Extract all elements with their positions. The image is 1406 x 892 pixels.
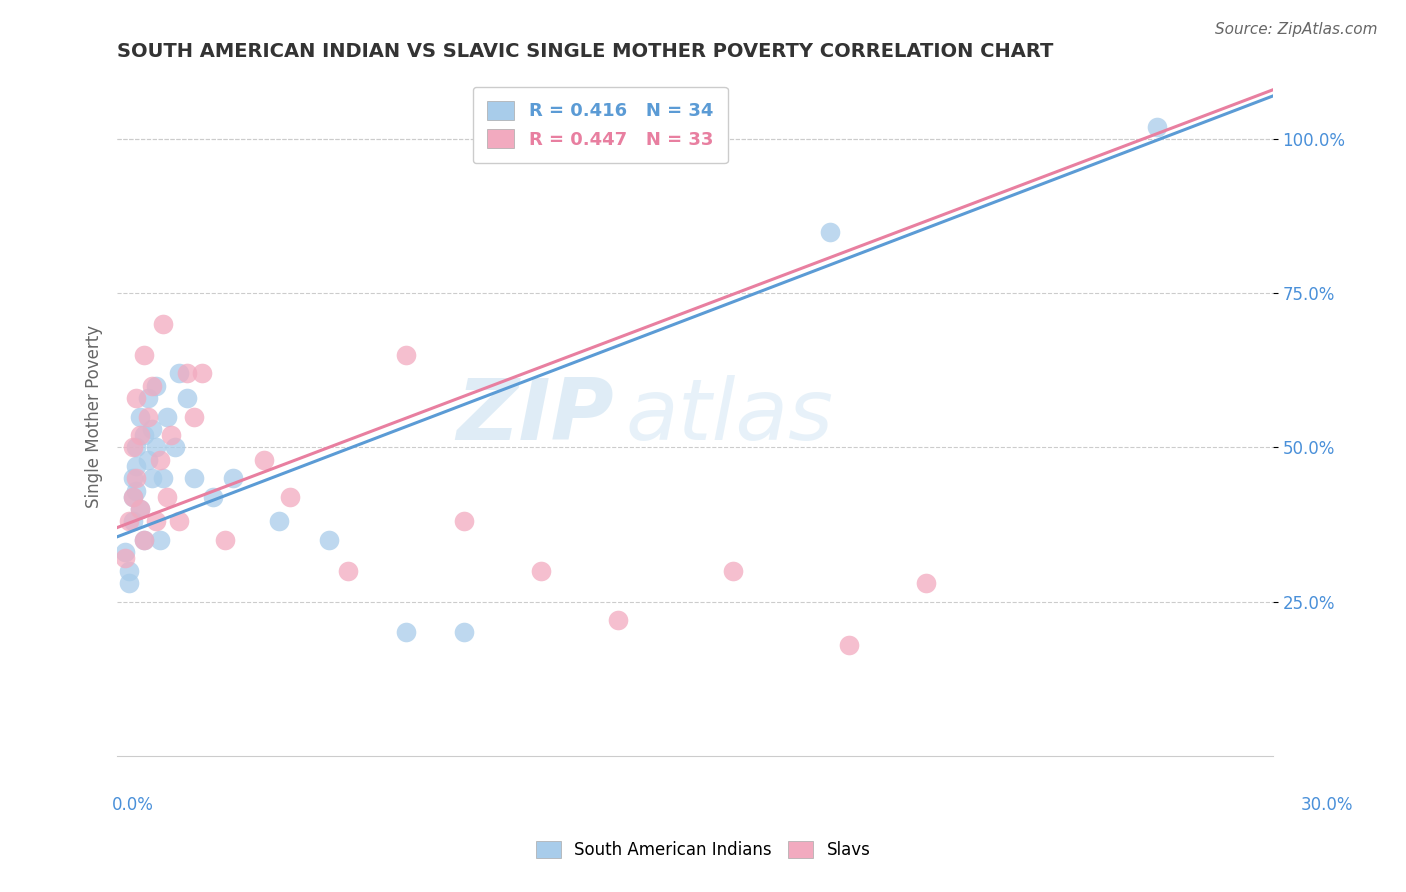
Point [818, 225, 841, 239]
Point [125, 458, 148, 473]
Point [267, 515, 290, 529]
Point [191, 367, 214, 381]
Point [121, 515, 143, 529]
Point [222, 471, 245, 485]
Point [136, 391, 159, 405]
Text: 30.0%: 30.0% [1301, 796, 1354, 814]
Point [183, 471, 205, 485]
Point [118, 515, 141, 529]
Point [152, 317, 174, 331]
Point [145, 515, 167, 529]
Text: Source: ZipAtlas.com: Source: ZipAtlas.com [1215, 22, 1378, 37]
Point [141, 378, 163, 392]
Point [125, 391, 148, 405]
Text: 0.0%: 0.0% [111, 796, 153, 814]
Point [141, 471, 163, 485]
Point [167, 515, 190, 529]
Point [202, 490, 225, 504]
Point [453, 625, 475, 640]
Point [129, 502, 152, 516]
Point [129, 502, 152, 516]
Point [723, 564, 745, 578]
Point [118, 576, 141, 591]
Point [838, 638, 860, 652]
Text: ZIP: ZIP [457, 376, 614, 458]
Point [121, 441, 143, 455]
Point [530, 564, 553, 578]
Point [160, 428, 183, 442]
Point [183, 409, 205, 424]
Point [114, 545, 136, 559]
Legend: R = 0.416   N = 34, R = 0.447   N = 33: R = 0.416 N = 34, R = 0.447 N = 33 [472, 87, 728, 163]
Point [145, 441, 167, 455]
Point [156, 409, 179, 424]
Text: atlas: atlas [626, 376, 834, 458]
Point [145, 378, 167, 392]
Point [252, 452, 274, 467]
Point [214, 533, 236, 547]
Point [114, 551, 136, 566]
Point [156, 490, 179, 504]
Point [176, 391, 198, 405]
Point [152, 471, 174, 485]
Point [148, 452, 170, 467]
Point [395, 625, 418, 640]
Y-axis label: Single Mother Poverty: Single Mother Poverty [86, 325, 103, 508]
Point [134, 533, 156, 547]
Point [134, 348, 156, 362]
Point [606, 613, 628, 627]
Point [1146, 120, 1168, 134]
Point [125, 441, 148, 455]
Point [395, 348, 418, 362]
Point [129, 409, 152, 424]
Point [134, 533, 156, 547]
Point [337, 564, 360, 578]
Text: SOUTH AMERICAN INDIAN VS SLAVIC SINGLE MOTHER POVERTY CORRELATION CHART: SOUTH AMERICAN INDIAN VS SLAVIC SINGLE M… [117, 42, 1053, 61]
Point [148, 533, 170, 547]
Point [167, 367, 190, 381]
Legend: South American Indians, Slavs: South American Indians, Slavs [529, 834, 877, 866]
Point [125, 483, 148, 498]
Point [915, 576, 938, 591]
Point [125, 471, 148, 485]
Point [134, 428, 156, 442]
Point [141, 422, 163, 436]
Point [136, 409, 159, 424]
Point [453, 515, 475, 529]
Point [280, 490, 302, 504]
Point [121, 471, 143, 485]
Point [163, 441, 186, 455]
Point [176, 367, 198, 381]
Point [136, 452, 159, 467]
Point [121, 490, 143, 504]
Point [121, 490, 143, 504]
Point [129, 428, 152, 442]
Point [118, 564, 141, 578]
Point [318, 533, 340, 547]
